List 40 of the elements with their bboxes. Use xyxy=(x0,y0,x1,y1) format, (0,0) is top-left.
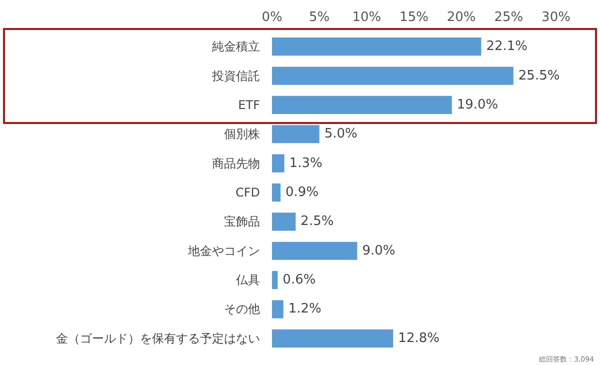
y-tick-label: 純金積立 xyxy=(212,40,260,54)
data-label: 25.5% xyxy=(518,68,560,84)
data-label: 9.0% xyxy=(362,243,396,258)
y-tick-label: 商品先物 xyxy=(212,156,260,170)
data-label: 0.9% xyxy=(286,185,319,200)
bar xyxy=(272,242,358,260)
bar xyxy=(272,329,394,348)
y-tick-label: ETF xyxy=(238,98,260,112)
y-tick-label: 仏具 xyxy=(235,273,260,288)
data-label: 19.0% xyxy=(456,97,498,112)
x-tick-label: 15% xyxy=(400,10,428,25)
y-tick-label: 個別株 xyxy=(224,127,260,142)
data-label: 2.5% xyxy=(300,214,334,230)
y-tick-label: 投資信託 xyxy=(211,68,260,83)
data-label: 0.6% xyxy=(282,272,316,288)
y-tick-label: その他 xyxy=(224,302,260,316)
data-label: 12.8% xyxy=(398,330,440,346)
y-tick-label: 金（ゴールド）を保有する予定はない xyxy=(56,331,260,346)
data-label: 22.1% xyxy=(486,39,528,54)
bar xyxy=(272,154,284,172)
bar xyxy=(272,271,278,290)
bar xyxy=(272,300,284,318)
bar xyxy=(272,38,482,56)
data-label: 1.2% xyxy=(288,302,322,317)
x-tick-label: 5% xyxy=(309,10,330,25)
x-tick-label: 0% xyxy=(262,10,282,25)
y-tick-label: CFD xyxy=(235,186,260,200)
x-tick-label: 20% xyxy=(446,10,476,25)
bar xyxy=(272,125,320,144)
x-tick-label: 10% xyxy=(352,10,382,25)
y-tick-label: 地金やコイン xyxy=(187,244,260,258)
bar xyxy=(272,96,452,114)
bar xyxy=(272,66,514,85)
data-label: 5.0% xyxy=(324,126,358,142)
x-tick-label: 30% xyxy=(542,10,570,25)
x-tick-label: 25% xyxy=(494,10,524,25)
bar xyxy=(272,212,296,231)
y-tick-label: 宝飾品 xyxy=(224,214,260,229)
bar xyxy=(272,183,281,202)
data-label: 1.3% xyxy=(289,156,322,171)
